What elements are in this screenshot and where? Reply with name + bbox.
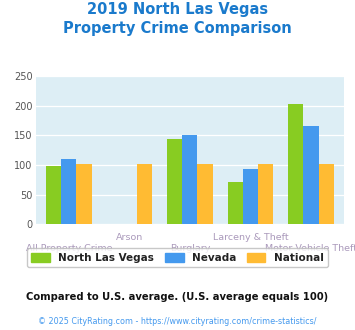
Bar bbox=[319, 164, 334, 224]
Bar bbox=[182, 135, 197, 224]
Text: Compared to U.S. average. (U.S. average equals 100): Compared to U.S. average. (U.S. average … bbox=[26, 292, 329, 302]
Bar bbox=[76, 164, 92, 224]
Text: Property Crime Comparison: Property Crime Comparison bbox=[63, 21, 292, 36]
Bar bbox=[228, 182, 243, 224]
Bar bbox=[258, 164, 273, 224]
Text: Larceny & Theft: Larceny & Theft bbox=[213, 233, 288, 242]
Bar bbox=[243, 169, 258, 224]
Text: Motor Vehicle Theft: Motor Vehicle Theft bbox=[265, 244, 355, 253]
Bar bbox=[304, 126, 319, 224]
Text: 2019 North Las Vegas: 2019 North Las Vegas bbox=[87, 2, 268, 16]
Text: Arson: Arson bbox=[116, 233, 143, 242]
Bar bbox=[46, 166, 61, 224]
Legend: North Las Vegas, Nevada, National: North Las Vegas, Nevada, National bbox=[27, 248, 328, 267]
Bar bbox=[197, 164, 213, 224]
Bar bbox=[61, 159, 76, 224]
Text: All Property Crime: All Property Crime bbox=[26, 244, 112, 253]
Text: Burglary: Burglary bbox=[170, 244, 210, 253]
Bar bbox=[137, 164, 152, 224]
Bar bbox=[288, 104, 304, 224]
Bar bbox=[167, 140, 182, 224]
Text: © 2025 CityRating.com - https://www.cityrating.com/crime-statistics/: © 2025 CityRating.com - https://www.city… bbox=[38, 317, 317, 326]
